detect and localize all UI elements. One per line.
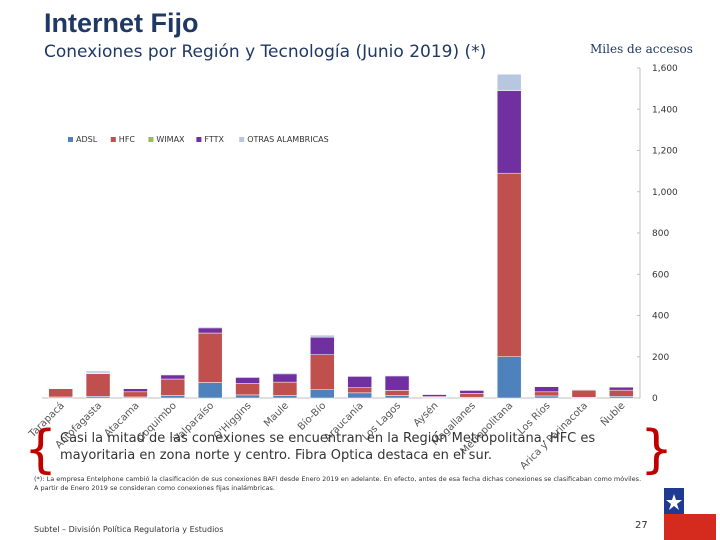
bar-segment — [534, 391, 559, 397]
right-brace-decoration: } — [640, 420, 674, 480]
legend-label: FTTX — [204, 135, 224, 144]
legend-label: HFC — [119, 135, 136, 144]
summary-text: Casi la mitad de las conexiones se encue… — [60, 431, 596, 463]
y-tick-label: 1,200 — [652, 147, 678, 157]
y-tick-label: 200 — [652, 353, 669, 363]
bar-segment — [609, 386, 634, 391]
bar-segment — [160, 395, 186, 399]
bar-segment — [347, 387, 372, 394]
bar-segment — [534, 386, 559, 393]
bar-segment — [123, 391, 148, 398]
bar-segment — [496, 73, 522, 91]
y-tick-label: 800 — [652, 229, 669, 239]
y-tick-label: 400 — [652, 312, 669, 322]
bar-segment — [384, 375, 410, 391]
bar-segment — [609, 389, 634, 397]
units-label: Miles de accesos — [590, 42, 693, 56]
page-number: 27 — [635, 520, 648, 531]
footnote: (*): La empresa Entelphone cambió la cla… — [34, 475, 642, 492]
x-tick-label: Bío-Bío — [295, 400, 328, 433]
bar-segment — [571, 389, 597, 398]
bar-segment — [160, 374, 186, 380]
bar-segment — [235, 383, 260, 396]
y-tick-label: 1,400 — [652, 105, 678, 115]
legend-label: ADSL — [76, 135, 98, 144]
bar-segment — [272, 373, 298, 383]
bar-segment — [272, 372, 298, 375]
bar-segment — [496, 356, 522, 399]
x-tick-label: Aysén — [411, 400, 441, 430]
bar-segment — [235, 376, 260, 378]
page-title: Internet Fijo — [44, 8, 199, 38]
bar-segment — [459, 390, 485, 394]
chile-flag-logo — [664, 488, 716, 540]
bar-segment — [272, 381, 298, 396]
bar-segment — [496, 172, 522, 357]
x-tick-label: Maule — [262, 400, 291, 429]
bar-segment — [160, 378, 186, 396]
bar-segment — [310, 389, 335, 399]
bar-segment — [85, 370, 111, 374]
y-tick-label: 1,000 — [652, 188, 678, 198]
bar-segment — [85, 373, 111, 397]
left-brace-decoration: { — [24, 420, 58, 480]
legend-swatch — [196, 137, 202, 142]
y-tick-label: 1,600 — [652, 64, 678, 74]
bar-segment — [197, 327, 223, 334]
bar-segment — [123, 388, 148, 393]
bar-segment — [235, 377, 260, 384]
bar-segment — [534, 395, 559, 399]
bar-segment — [459, 393, 485, 398]
bar-segment — [496, 90, 522, 174]
y-tick-label: 600 — [652, 270, 669, 280]
legend-label: WIMAX — [156, 135, 185, 144]
bar-segment — [272, 395, 298, 399]
bar-segment — [48, 388, 73, 398]
footer-text: Subtel – División Política Regulatoria y… — [34, 525, 224, 534]
bar-segment — [197, 382, 223, 399]
bar-segment — [160, 374, 186, 376]
legend-swatch — [110, 137, 116, 142]
bar-segment — [384, 375, 410, 377]
legend-swatch — [68, 137, 73, 142]
legend-swatch — [239, 137, 245, 142]
bar-segment — [310, 334, 335, 338]
bar-segment — [384, 395, 410, 399]
bar-segment — [310, 354, 335, 390]
legend-swatch — [148, 137, 154, 142]
x-tick-label: Ñuble — [598, 399, 628, 429]
chart-subtitle: Conexiones por Región y Tecnología (Juni… — [44, 42, 487, 62]
bar-segment — [310, 336, 335, 355]
bar-segment — [347, 392, 372, 399]
legend-label: OTRAS ALAMBRICAS — [247, 135, 329, 144]
bar-segment — [235, 394, 260, 399]
bar-segment — [197, 326, 223, 329]
bar-segment — [197, 332, 223, 383]
bar-segment — [347, 376, 372, 388]
bar-segment — [384, 390, 410, 396]
y-tick-label: 0 — [652, 394, 658, 404]
bar-segment — [347, 375, 372, 377]
bar-segment — [422, 394, 447, 397]
